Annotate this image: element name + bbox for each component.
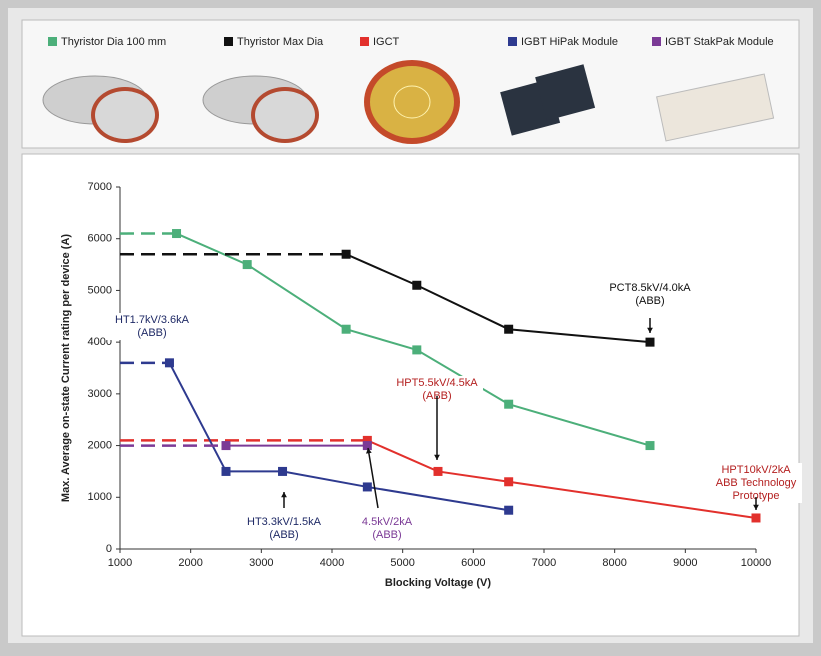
annotation: (ABB) [422, 390, 451, 402]
annotation-bg [341, 515, 433, 529]
data-point [172, 229, 182, 239]
y-tick-label: 1000 [88, 491, 112, 503]
annotation: (ABB) [635, 295, 664, 307]
x-tick-label: 6000 [461, 557, 485, 569]
annotation: 4.5kV/2kA [362, 516, 413, 528]
annotation: (ABB) [269, 529, 298, 541]
arrow-head [753, 504, 759, 510]
arrow-head [366, 448, 372, 454]
annotation: HPT5.5kV/4.5kA [396, 377, 478, 389]
annotation: ABB Technology [716, 477, 797, 489]
y-axis-label: Max. Average on-state Current rating per… [60, 234, 72, 502]
x-tick-label: 3000 [249, 557, 273, 569]
x-tick-label: 8000 [602, 557, 626, 569]
arrow-head [281, 492, 287, 498]
data-point [751, 513, 761, 523]
legend-label: Thyristor Dia 100 mm [61, 36, 166, 48]
annotation: (ABB) [372, 529, 401, 541]
y-tick-label: 0 [106, 543, 112, 555]
legend-swatch [508, 37, 517, 46]
annotation-bg [391, 376, 483, 390]
data-point [221, 466, 231, 476]
x-tick-label: 7000 [532, 557, 556, 569]
x-tick-label: 4000 [320, 557, 344, 569]
y-tick-label: 7000 [88, 181, 112, 193]
annotation-bg [341, 528, 433, 542]
legend-label: IGBT HiPak Module [521, 36, 618, 48]
x-tick-label: 2000 [178, 557, 202, 569]
annotation-bg [604, 294, 696, 308]
annotation-bg [710, 476, 802, 490]
data-point [362, 441, 372, 451]
data-point [645, 337, 655, 347]
legend-swatch [360, 37, 369, 46]
annotation-arrow [367, 447, 379, 509]
data-point [341, 249, 351, 259]
legend-label: IGCT [373, 36, 400, 48]
x-tick-label: 9000 [673, 557, 697, 569]
annotation: HPT10kV/2kA [721, 464, 791, 476]
legend-label: Thyristor Max Dia [237, 36, 324, 48]
annotation: Prototype [732, 490, 779, 502]
legend-label: IGBT StakPak Module [665, 36, 774, 48]
annotation: HT1.7kV/3.6kA [115, 314, 190, 326]
annotation-bg [710, 489, 802, 503]
data-point [221, 441, 231, 451]
series-line [366, 439, 757, 519]
data-point [504, 477, 514, 487]
arrow-head [434, 454, 440, 460]
annotation-bg [238, 528, 330, 542]
legend-swatch [652, 37, 661, 46]
x-tick-label: 5000 [390, 557, 414, 569]
data-point [504, 324, 514, 334]
data-point [341, 324, 351, 334]
annotation-bg [710, 463, 802, 477]
annotation-bg [106, 313, 198, 327]
y-tick-label: 6000 [88, 233, 112, 245]
x-tick-label: 10000 [741, 557, 772, 569]
annotation-bg [604, 281, 696, 295]
series-line [176, 232, 651, 447]
data-point [362, 435, 372, 445]
data-point [412, 280, 422, 290]
y-tick-label: 3000 [88, 388, 112, 400]
series-line [345, 253, 651, 344]
x-tick-label: 1000 [108, 557, 132, 569]
data-point [504, 505, 514, 515]
device-images [42, 60, 775, 144]
legend-swatch [48, 37, 57, 46]
data-point [504, 399, 514, 409]
data-point [412, 345, 422, 355]
annotation-bg [238, 515, 330, 529]
annotation: (ABB) [137, 327, 166, 339]
annotation-bg [106, 326, 198, 340]
y-tick-label: 4000 [88, 336, 112, 348]
data-point [433, 466, 443, 476]
y-tick-label: 2000 [88, 439, 112, 451]
arrow-head [647, 327, 653, 333]
data-point [362, 482, 372, 492]
legend-swatch [224, 37, 233, 46]
x-axis-label: Blocking Voltage (V) [385, 577, 491, 589]
data-point [164, 358, 174, 368]
y-tick-label: 5000 [88, 284, 112, 296]
data-point [278, 466, 288, 476]
annotation: PCT8.5kV/4.0kA [609, 282, 691, 294]
data-point [645, 441, 655, 451]
data-point [242, 260, 252, 270]
annotation: HT3.3kV/1.5kA [247, 516, 322, 528]
